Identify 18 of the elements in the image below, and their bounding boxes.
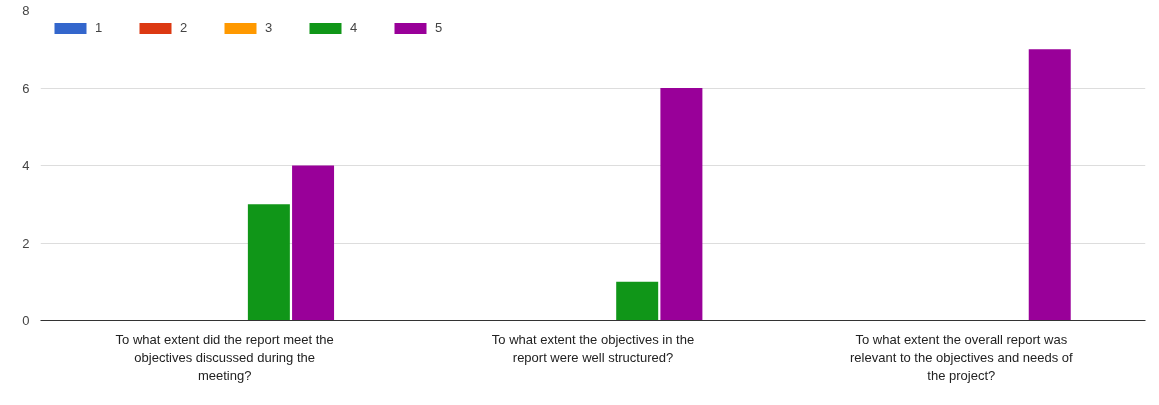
bar	[1028, 49, 1071, 321]
y-tick-label: 0	[22, 313, 30, 328]
legend-label: 5	[435, 20, 444, 35]
y-tick-label: 8	[22, 3, 30, 18]
bar	[292, 165, 335, 321]
y-tick-label: 4	[22, 158, 30, 173]
bar	[616, 281, 659, 321]
legend-label: 4	[350, 20, 359, 35]
y-tick-label: 6	[22, 80, 30, 96]
legend-label: 2	[180, 20, 189, 35]
x-tick-label: To what extent the overall report was relevant to the objectives and needs of the project?	[850, 331, 1074, 383]
x-tick-label: To what extent the objectives in the report were well structured?	[491, 331, 695, 365]
y-tick-label: 2	[22, 235, 30, 251]
legend-label: 1	[95, 20, 104, 35]
legend-label: 3	[265, 20, 274, 35]
bar	[247, 204, 290, 321]
bar	[660, 88, 703, 321]
x-tick-label: To what extent did the report meet the objectives discussed during the meeting?	[115, 331, 334, 383]
